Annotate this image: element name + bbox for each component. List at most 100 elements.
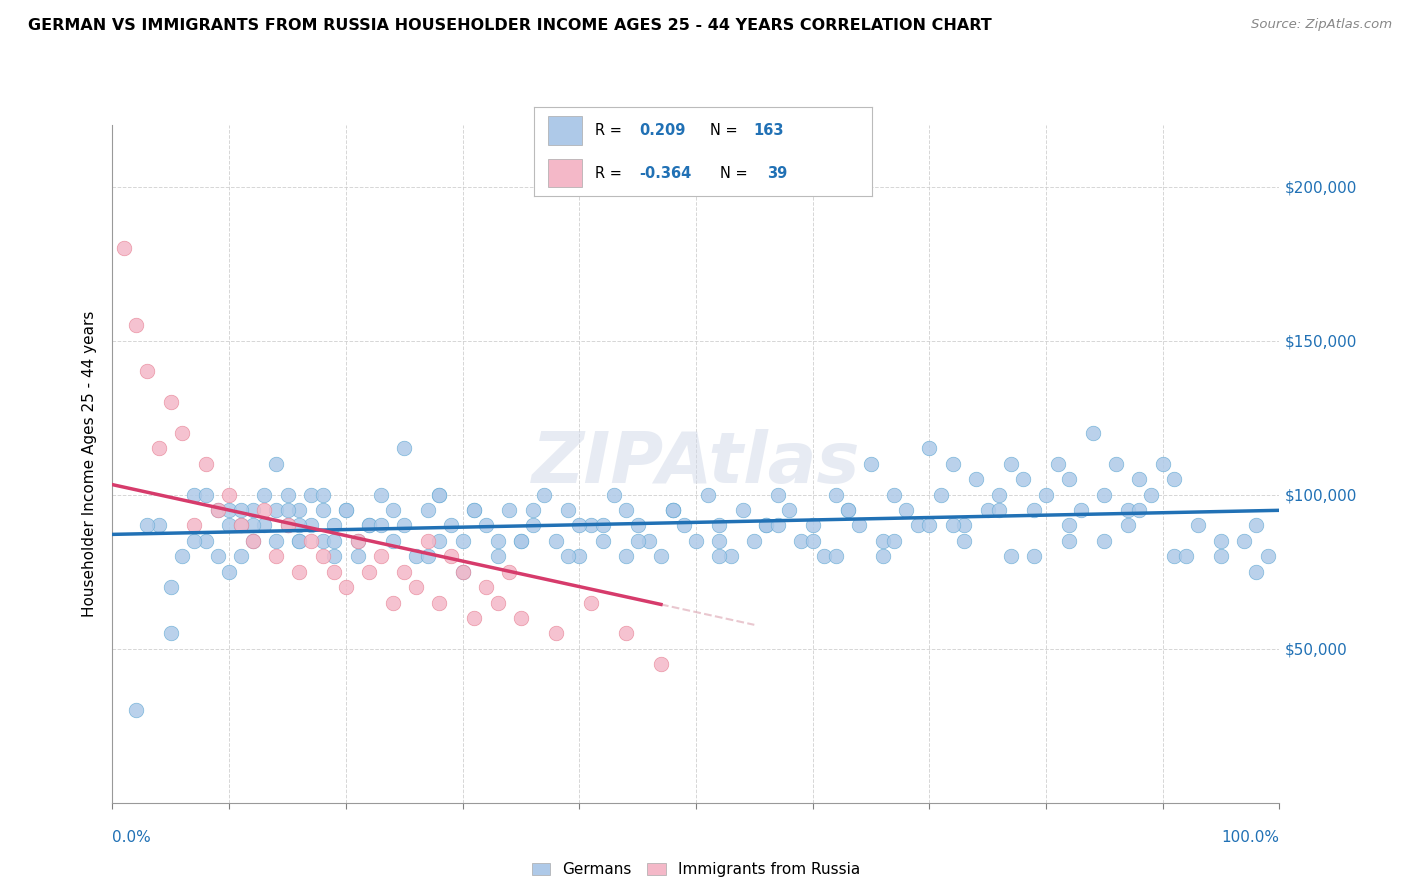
Point bbox=[1092, 488, 1115, 502]
Point bbox=[370, 549, 392, 564]
Point bbox=[778, 503, 800, 517]
Point bbox=[311, 549, 333, 564]
Point bbox=[229, 503, 252, 517]
Point bbox=[696, 488, 718, 502]
Point bbox=[766, 488, 789, 502]
Point bbox=[136, 364, 159, 378]
Point bbox=[1059, 533, 1081, 548]
Point bbox=[299, 488, 322, 502]
Point bbox=[522, 503, 544, 517]
Point bbox=[614, 626, 637, 640]
Point bbox=[614, 503, 637, 517]
Point bbox=[229, 518, 252, 533]
Point bbox=[183, 488, 205, 502]
Point bbox=[242, 533, 264, 548]
Point bbox=[440, 549, 463, 564]
Point bbox=[229, 518, 252, 533]
Point bbox=[392, 565, 416, 579]
Point bbox=[416, 549, 439, 564]
Point bbox=[1175, 549, 1198, 564]
Point bbox=[942, 457, 965, 471]
Point bbox=[427, 595, 450, 609]
Point bbox=[288, 518, 311, 533]
Point bbox=[160, 626, 183, 640]
Point bbox=[801, 518, 824, 533]
Point bbox=[1024, 549, 1046, 564]
Text: N =: N = bbox=[710, 123, 742, 137]
Text: R =: R = bbox=[595, 166, 627, 180]
Point bbox=[323, 565, 346, 579]
Point bbox=[242, 518, 264, 533]
Point bbox=[218, 518, 240, 533]
Point bbox=[592, 533, 614, 548]
Text: GERMAN VS IMMIGRANTS FROM RUSSIA HOUSEHOLDER INCOME AGES 25 - 44 YEARS CORRELATI: GERMAN VS IMMIGRANTS FROM RUSSIA HOUSEHO… bbox=[28, 18, 991, 33]
Point bbox=[907, 518, 929, 533]
Point bbox=[335, 580, 357, 594]
Point bbox=[509, 533, 531, 548]
Point bbox=[160, 395, 183, 409]
Point bbox=[323, 533, 346, 548]
Point bbox=[1233, 533, 1256, 548]
Point bbox=[592, 518, 614, 533]
Text: -0.364: -0.364 bbox=[638, 166, 692, 180]
Point bbox=[416, 503, 439, 517]
Point bbox=[557, 503, 579, 517]
FancyBboxPatch shape bbox=[548, 116, 582, 145]
Point bbox=[1046, 457, 1069, 471]
Point bbox=[1011, 472, 1033, 486]
Point bbox=[359, 518, 381, 533]
Point bbox=[976, 503, 998, 517]
Point bbox=[731, 503, 754, 517]
Point bbox=[1070, 503, 1092, 517]
Point bbox=[1209, 533, 1232, 548]
Point bbox=[650, 657, 672, 672]
Point bbox=[709, 549, 731, 564]
Point bbox=[381, 595, 404, 609]
Point bbox=[627, 518, 650, 533]
Point bbox=[742, 533, 765, 548]
Point bbox=[405, 549, 427, 564]
Point bbox=[463, 503, 485, 517]
Point bbox=[801, 533, 824, 548]
Point bbox=[486, 595, 509, 609]
Point bbox=[755, 518, 778, 533]
Point bbox=[1092, 533, 1115, 548]
Point bbox=[1163, 472, 1185, 486]
Point bbox=[942, 518, 965, 533]
Point bbox=[638, 533, 661, 548]
Text: ZIPAtlas: ZIPAtlas bbox=[531, 429, 860, 499]
Point bbox=[276, 503, 298, 517]
Point bbox=[288, 533, 311, 548]
Point bbox=[825, 549, 848, 564]
Point bbox=[883, 488, 905, 502]
Point bbox=[509, 611, 531, 625]
Text: 163: 163 bbox=[754, 123, 785, 137]
Text: 0.0%: 0.0% bbox=[112, 830, 152, 845]
Point bbox=[918, 518, 941, 533]
Point bbox=[813, 549, 835, 564]
Point bbox=[451, 565, 474, 579]
Point bbox=[440, 518, 463, 533]
Point bbox=[242, 503, 264, 517]
Point bbox=[229, 549, 252, 564]
Legend: Germans, Immigrants from Russia: Germans, Immigrants from Russia bbox=[526, 856, 866, 883]
Point bbox=[125, 703, 148, 717]
Point bbox=[486, 533, 509, 548]
Point bbox=[894, 503, 917, 517]
Point bbox=[685, 533, 707, 548]
Point bbox=[194, 457, 217, 471]
Point bbox=[183, 518, 205, 533]
Point bbox=[392, 518, 416, 533]
Point bbox=[207, 503, 229, 517]
Text: 0.209: 0.209 bbox=[638, 123, 685, 137]
Point bbox=[557, 549, 579, 564]
Point bbox=[253, 518, 276, 533]
Point bbox=[359, 518, 381, 533]
Point bbox=[218, 565, 240, 579]
Text: 100.0%: 100.0% bbox=[1222, 830, 1279, 845]
Point bbox=[463, 611, 485, 625]
Point bbox=[1152, 457, 1174, 471]
Point bbox=[661, 503, 683, 517]
Point bbox=[427, 488, 450, 502]
Point bbox=[988, 488, 1011, 502]
